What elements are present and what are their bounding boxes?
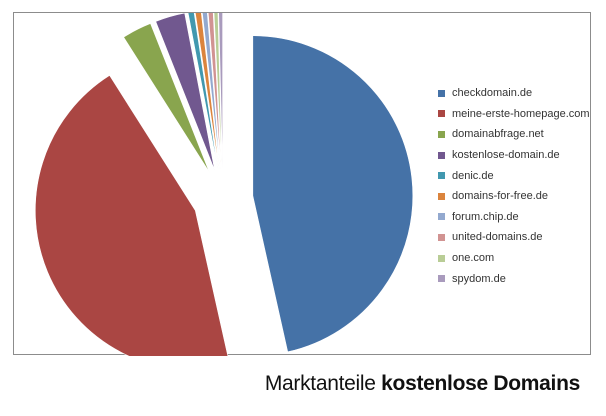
pie-slice-6 (202, 13, 221, 170)
pie-slice-3 (155, 13, 215, 171)
legend-item-5: domains-for-free.de (438, 186, 590, 207)
legend-label: spydom.de (452, 272, 506, 285)
legend-label: united-domains.de (452, 231, 543, 244)
legend-swatch (438, 254, 445, 262)
pie-slice-5 (195, 13, 220, 170)
legend-swatch (438, 172, 445, 180)
pie-slice-0 (252, 35, 414, 353)
pie-chart (35, 13, 414, 356)
pie-slice-1 (35, 74, 229, 356)
legend-item-4: denic.de (438, 165, 590, 186)
legend-item-1: meine-erste-homepage.com (438, 104, 590, 125)
legend-swatch (438, 275, 445, 283)
pie-slice-7 (207, 13, 222, 170)
legend-swatch (438, 213, 445, 221)
legend-item-6: forum.chip.de (438, 207, 590, 228)
chart-area: checkdomain.de meine-erste-homepage.com do… (13, 12, 591, 356)
legend-swatch (438, 151, 445, 159)
caption-bold: kostenlose Domains (381, 372, 580, 395)
pie-slice-2 (123, 23, 210, 173)
legend: checkdomain.de meine-erste-homepage.com do… (438, 83, 590, 289)
legend-label: checkdomain.de (452, 87, 533, 100)
legend-label: forum.chip.de (452, 210, 519, 223)
pie-slice-4 (187, 13, 219, 170)
caption: Marktanteile kostenlose Domains (265, 372, 580, 396)
legend-item-8: one.com (438, 248, 590, 269)
legend-swatch (438, 89, 445, 97)
legend-item-2: domainabfrage.net (438, 124, 590, 145)
legend-swatch (438, 130, 445, 138)
legend-label: one.com (452, 252, 495, 265)
legend-item-0: checkdomain.de (438, 83, 590, 104)
legend-item-7: united-domains.de (438, 227, 590, 248)
legend-item-9: spydom.de (438, 268, 590, 289)
pie-slice-9 (218, 13, 223, 170)
legend-item-3: kostenlose-domain.de (438, 145, 590, 166)
legend-label: domains-for-free.de (452, 190, 548, 203)
legend-label: domainabfrage.net (452, 128, 544, 141)
legend-label: meine-erste-homepage.com (452, 107, 590, 120)
legend-label: kostenlose-domain.de (452, 149, 560, 162)
pie-slice-8 (213, 13, 223, 170)
legend-swatch (438, 192, 445, 200)
legend-label: denic.de (452, 169, 494, 182)
legend-swatch (438, 110, 445, 118)
legend-swatch (438, 233, 445, 241)
caption-light: Marktanteile (264, 372, 382, 395)
